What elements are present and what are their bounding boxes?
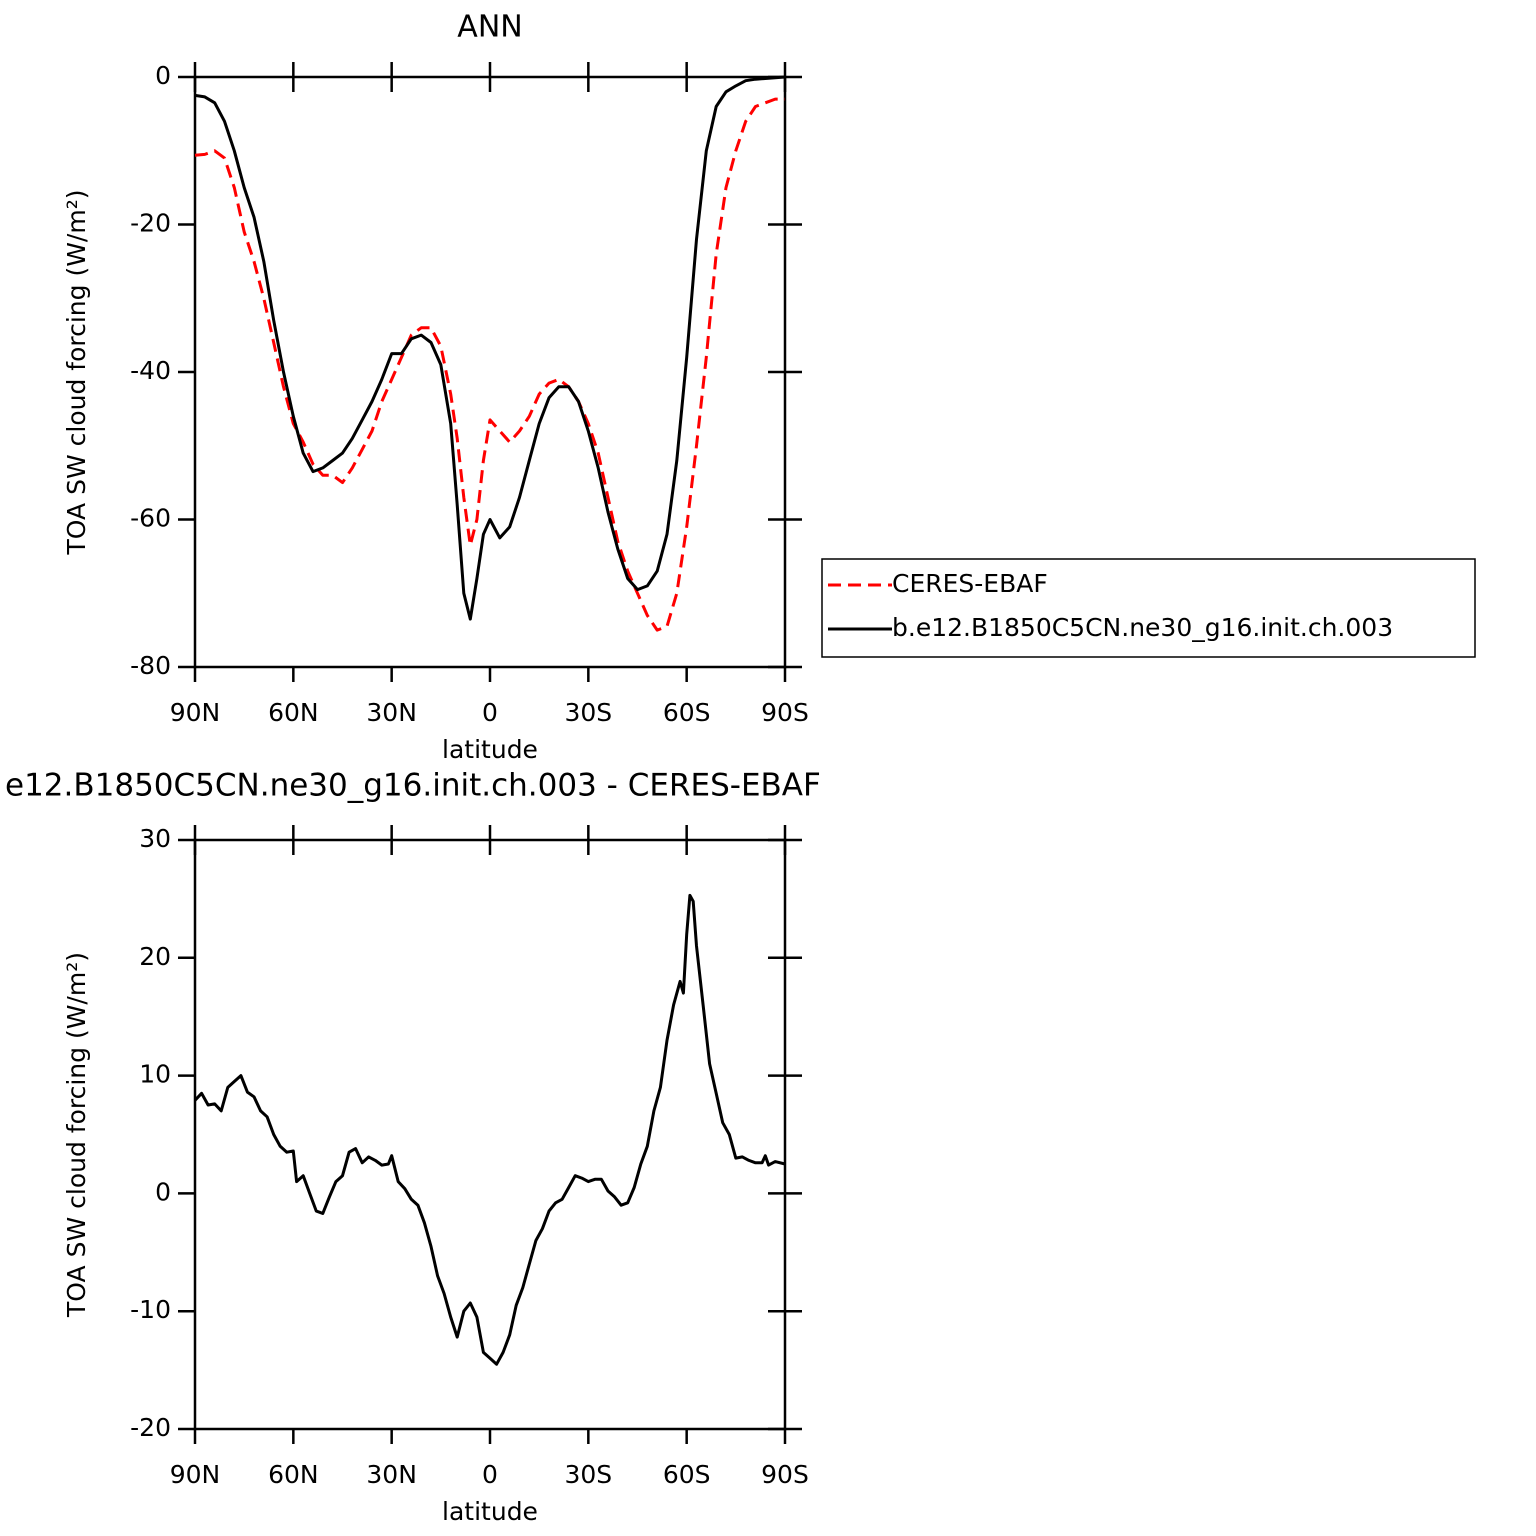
y-tick-label: -60 bbox=[130, 504, 171, 533]
data-line bbox=[194, 75, 786, 621]
y-tick-label: -20 bbox=[130, 1413, 171, 1442]
y-tick-label: 10 bbox=[139, 1060, 171, 1089]
y-tick-label: 30 bbox=[139, 824, 171, 853]
x-tick-label: 90N bbox=[170, 698, 221, 727]
x-tick-label: 90S bbox=[761, 698, 809, 727]
chart-title: e12.B1850C5CN.ne30_g16.init.ch.003 - CER… bbox=[5, 768, 821, 804]
x-tick-label: 30S bbox=[564, 1460, 612, 1489]
y-tick-label: 0 bbox=[155, 61, 171, 90]
x-tick-label: 90N bbox=[170, 1460, 221, 1489]
x-axis-label: latitude bbox=[442, 735, 538, 764]
x-tick-label: 0 bbox=[482, 1460, 498, 1489]
x-tick-label: 60S bbox=[663, 698, 711, 727]
x-tick-label: 30S bbox=[564, 698, 612, 727]
data-line bbox=[194, 97, 785, 632]
y-tick-label: -80 bbox=[130, 651, 171, 680]
y-tick-label: 0 bbox=[155, 1177, 171, 1206]
y-tick-label: -40 bbox=[130, 356, 171, 385]
x-tick-label: 60S bbox=[663, 1460, 711, 1489]
x-tick-label: 30N bbox=[366, 698, 417, 727]
chart-title: ANN bbox=[457, 10, 522, 45]
x-axis-label: latitude bbox=[442, 1497, 538, 1526]
legend-label: b.e12.B1850C5CN.ne30_g16.init.ch.003 bbox=[892, 613, 1393, 642]
y-tick-label: -10 bbox=[130, 1295, 171, 1324]
legend-box bbox=[821, 558, 1476, 658]
x-tick-label: 90S bbox=[761, 1460, 809, 1489]
x-tick-label: 30N bbox=[366, 1460, 417, 1489]
legend-label: CERES-EBAF bbox=[892, 569, 1048, 598]
y-tick-label: -20 bbox=[130, 209, 171, 238]
x-tick-label: 60N bbox=[268, 698, 319, 727]
y-axis-label: TOA SW cloud forcing (W/m²) bbox=[62, 952, 91, 1318]
y-tick-label: 20 bbox=[139, 942, 171, 971]
y-axis-label: TOA SW cloud forcing (W/m²) bbox=[62, 190, 91, 556]
x-tick-label: 0 bbox=[482, 698, 498, 727]
data-line bbox=[193, 893, 786, 1366]
x-tick-label: 60N bbox=[268, 1460, 319, 1489]
